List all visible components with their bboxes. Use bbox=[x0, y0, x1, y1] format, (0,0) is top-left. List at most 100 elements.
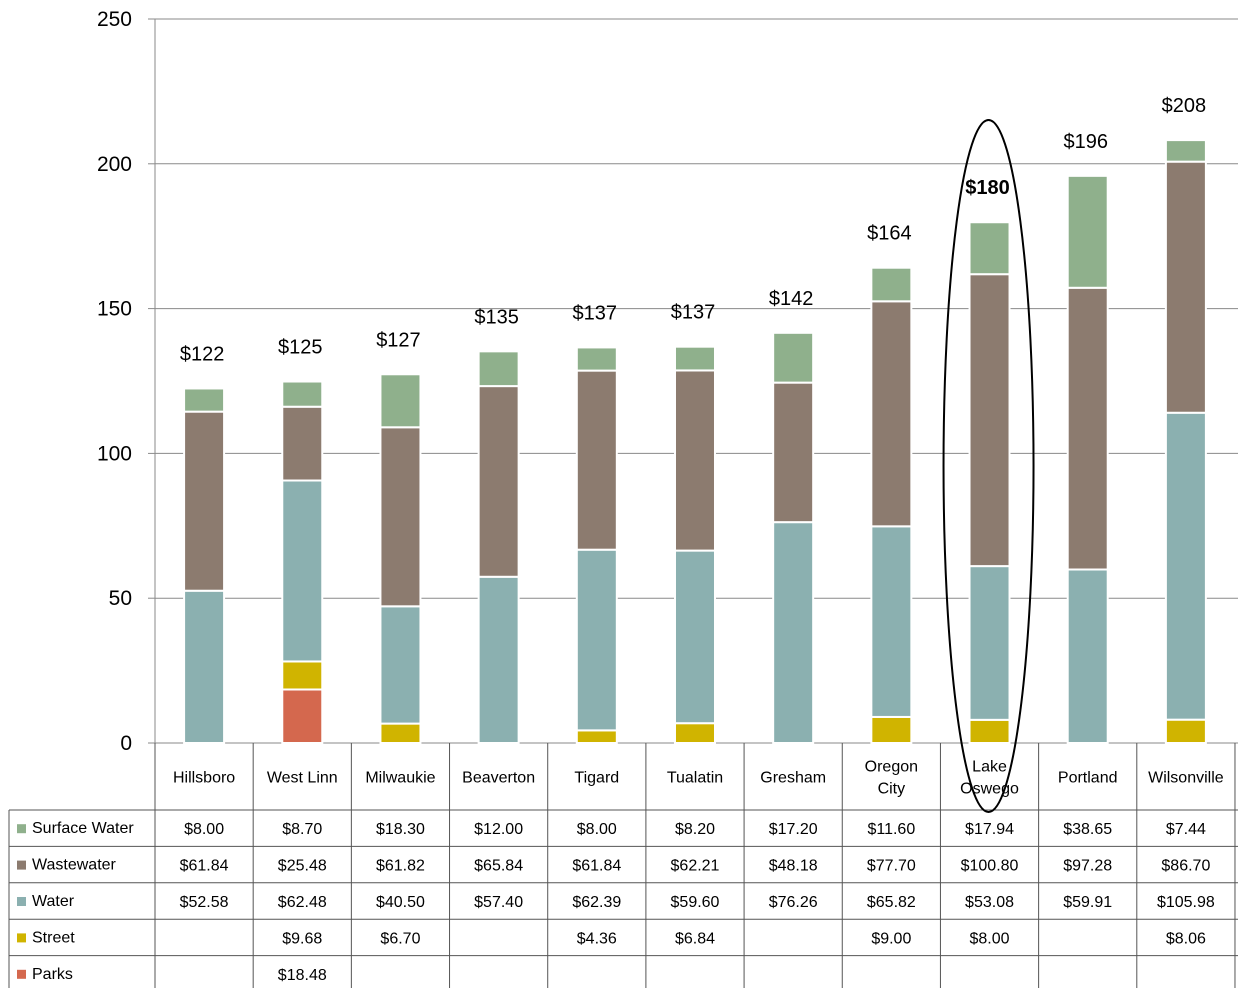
table-cell: $65.84 bbox=[474, 858, 523, 875]
table-cell: $61.84 bbox=[180, 858, 229, 875]
bar-segment-wastewater bbox=[673, 369, 716, 552]
category-label: Tualatin bbox=[667, 770, 723, 787]
bar-segment-street bbox=[1164, 718, 1207, 745]
bar-segment-street bbox=[968, 718, 1011, 744]
category-label: Milwaukie bbox=[365, 770, 435, 787]
series-label-wastewater: Wastewater bbox=[32, 857, 117, 874]
bar-segment-street bbox=[673, 722, 716, 744]
legend-swatch-water bbox=[17, 897, 26, 906]
data-table: Hillsboro West Linn Milwaukie Beaverton Tiga… bbox=[8, 743, 1238, 988]
table-cell: $100.80 bbox=[961, 858, 1019, 875]
series-label-parks: Parks bbox=[32, 966, 73, 983]
bar-segment-surface-water bbox=[1066, 174, 1109, 289]
bar-segment-street bbox=[379, 722, 422, 745]
bar-segment-water bbox=[772, 521, 815, 745]
total-label: $137 bbox=[671, 302, 716, 324]
y-tick-label: 200 bbox=[97, 153, 132, 176]
bar-segment-water bbox=[281, 479, 324, 663]
y-tick-label: 150 bbox=[97, 298, 132, 321]
total-label: $196 bbox=[1063, 131, 1108, 153]
table-cell: $97.28 bbox=[1063, 858, 1112, 875]
legend-swatch-parks bbox=[17, 969, 26, 979]
total-label: $127 bbox=[376, 329, 421, 351]
table-cell: $61.84 bbox=[572, 858, 621, 875]
category-label: Wilsonville bbox=[1148, 770, 1224, 787]
bar-segment-surface-water bbox=[575, 346, 618, 372]
bar-segment-water bbox=[870, 525, 913, 718]
bar-segment-wastewater bbox=[968, 273, 1011, 568]
table-cell: $86.70 bbox=[1161, 858, 1210, 875]
bar-segment-surface-water bbox=[772, 331, 815, 384]
category-label: Oswego bbox=[960, 781, 1019, 798]
table-cell: $11.60 bbox=[867, 821, 915, 838]
bar-segment-surface-water bbox=[1164, 139, 1207, 163]
category-label: Tigard bbox=[574, 770, 619, 787]
bar-segment-water bbox=[968, 565, 1011, 721]
table-cell: $40.50 bbox=[376, 894, 425, 911]
bar-segment-wastewater bbox=[379, 426, 422, 608]
total-label: $142 bbox=[769, 288, 814, 310]
table-cell: $62.21 bbox=[671, 858, 720, 875]
series-label-surface-water: Surface Water bbox=[32, 820, 134, 837]
table-cell: $25.48 bbox=[278, 858, 327, 875]
total-label: $137 bbox=[573, 302, 618, 324]
table-cell: $18.30 bbox=[376, 821, 425, 838]
bar-segment-surface-water bbox=[673, 345, 716, 372]
category-label: Beaverton bbox=[462, 770, 535, 787]
total-labels: $122 $125 $127 $135 $137 $137 $142 $164 $180 $196… bbox=[180, 95, 1206, 365]
series-label-water: Water bbox=[32, 893, 75, 910]
category-label: Gresham bbox=[760, 770, 826, 787]
y-axis: 0 50 100 150 200 250 bbox=[97, 8, 156, 755]
table-cell: $48.18 bbox=[769, 858, 818, 875]
y-tick-label: 250 bbox=[97, 8, 132, 31]
total-label: $135 bbox=[474, 306, 519, 328]
y-tick-label: 50 bbox=[109, 587, 132, 610]
bar-segment-wastewater bbox=[477, 385, 520, 578]
table-cell: $6.70 bbox=[380, 930, 420, 947]
bar-segment-wastewater bbox=[183, 410, 226, 592]
legend-swatch-surface-water bbox=[17, 824, 26, 834]
bar-segment-water bbox=[379, 605, 422, 725]
bar-segment-water bbox=[1066, 568, 1109, 744]
legend-swatch-street bbox=[17, 933, 26, 943]
bar-segment-wastewater bbox=[575, 369, 618, 551]
bar-segment-wastewater bbox=[281, 405, 324, 482]
table-cell: $6.84 bbox=[675, 930, 715, 947]
bar-segment-water bbox=[1164, 411, 1207, 721]
total-label: $125 bbox=[278, 337, 323, 359]
table-cell: $8.06 bbox=[1166, 930, 1206, 947]
table-cell: $61.82 bbox=[376, 858, 425, 875]
table-cell: $65.82 bbox=[867, 894, 916, 911]
highlight-ellipse bbox=[942, 119, 1035, 813]
table-cell: $17.94 bbox=[965, 821, 1014, 838]
table-cell: $8.00 bbox=[970, 930, 1010, 947]
bar-segment-water bbox=[183, 589, 226, 745]
bar-segment-water bbox=[477, 575, 520, 744]
table-cell: $77.70 bbox=[867, 858, 916, 875]
category-label: West Linn bbox=[267, 770, 338, 787]
legend-swatch-wastewater bbox=[17, 860, 26, 870]
table-cell: $53.08 bbox=[965, 894, 1014, 911]
table-cell: $59.91 bbox=[1063, 894, 1112, 911]
table-cell: $52.58 bbox=[180, 894, 229, 911]
bar-segment-surface-water bbox=[870, 266, 913, 303]
total-label: $164 bbox=[867, 223, 912, 245]
bar-segment-wastewater bbox=[1164, 160, 1207, 414]
category-label: Portland bbox=[1058, 770, 1118, 787]
table-cell: $105.98 bbox=[1157, 894, 1215, 911]
table-cell: $62.48 bbox=[278, 894, 327, 911]
total-label: $208 bbox=[1162, 95, 1207, 117]
table-cell: $38.65 bbox=[1063, 821, 1112, 838]
table-cell: $17.20 bbox=[769, 821, 818, 838]
bar-segment-water bbox=[673, 549, 716, 725]
table-cell: $62.39 bbox=[572, 894, 621, 911]
y-tick-label: 100 bbox=[97, 442, 132, 465]
bar-segment-wastewater bbox=[1066, 286, 1109, 571]
bar-segment-surface-water bbox=[968, 221, 1011, 276]
y-tick-label: 0 bbox=[120, 732, 132, 755]
series-label-street: Street bbox=[32, 929, 75, 946]
category-label: Hillsboro bbox=[173, 770, 235, 787]
table-cell: $8.00 bbox=[577, 821, 617, 838]
total-label: $122 bbox=[180, 343, 225, 365]
category-label: City bbox=[878, 781, 906, 798]
